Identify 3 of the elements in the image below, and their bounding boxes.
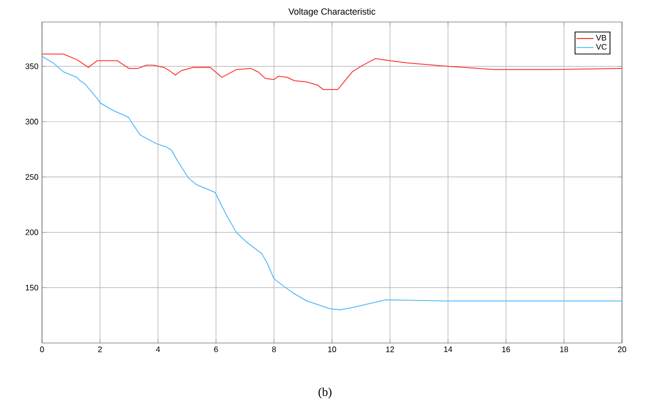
line-series <box>42 56 622 310</box>
chart-title: Voltage Characteristic <box>288 8 376 16</box>
text: (b) <box>318 388 332 398</box>
